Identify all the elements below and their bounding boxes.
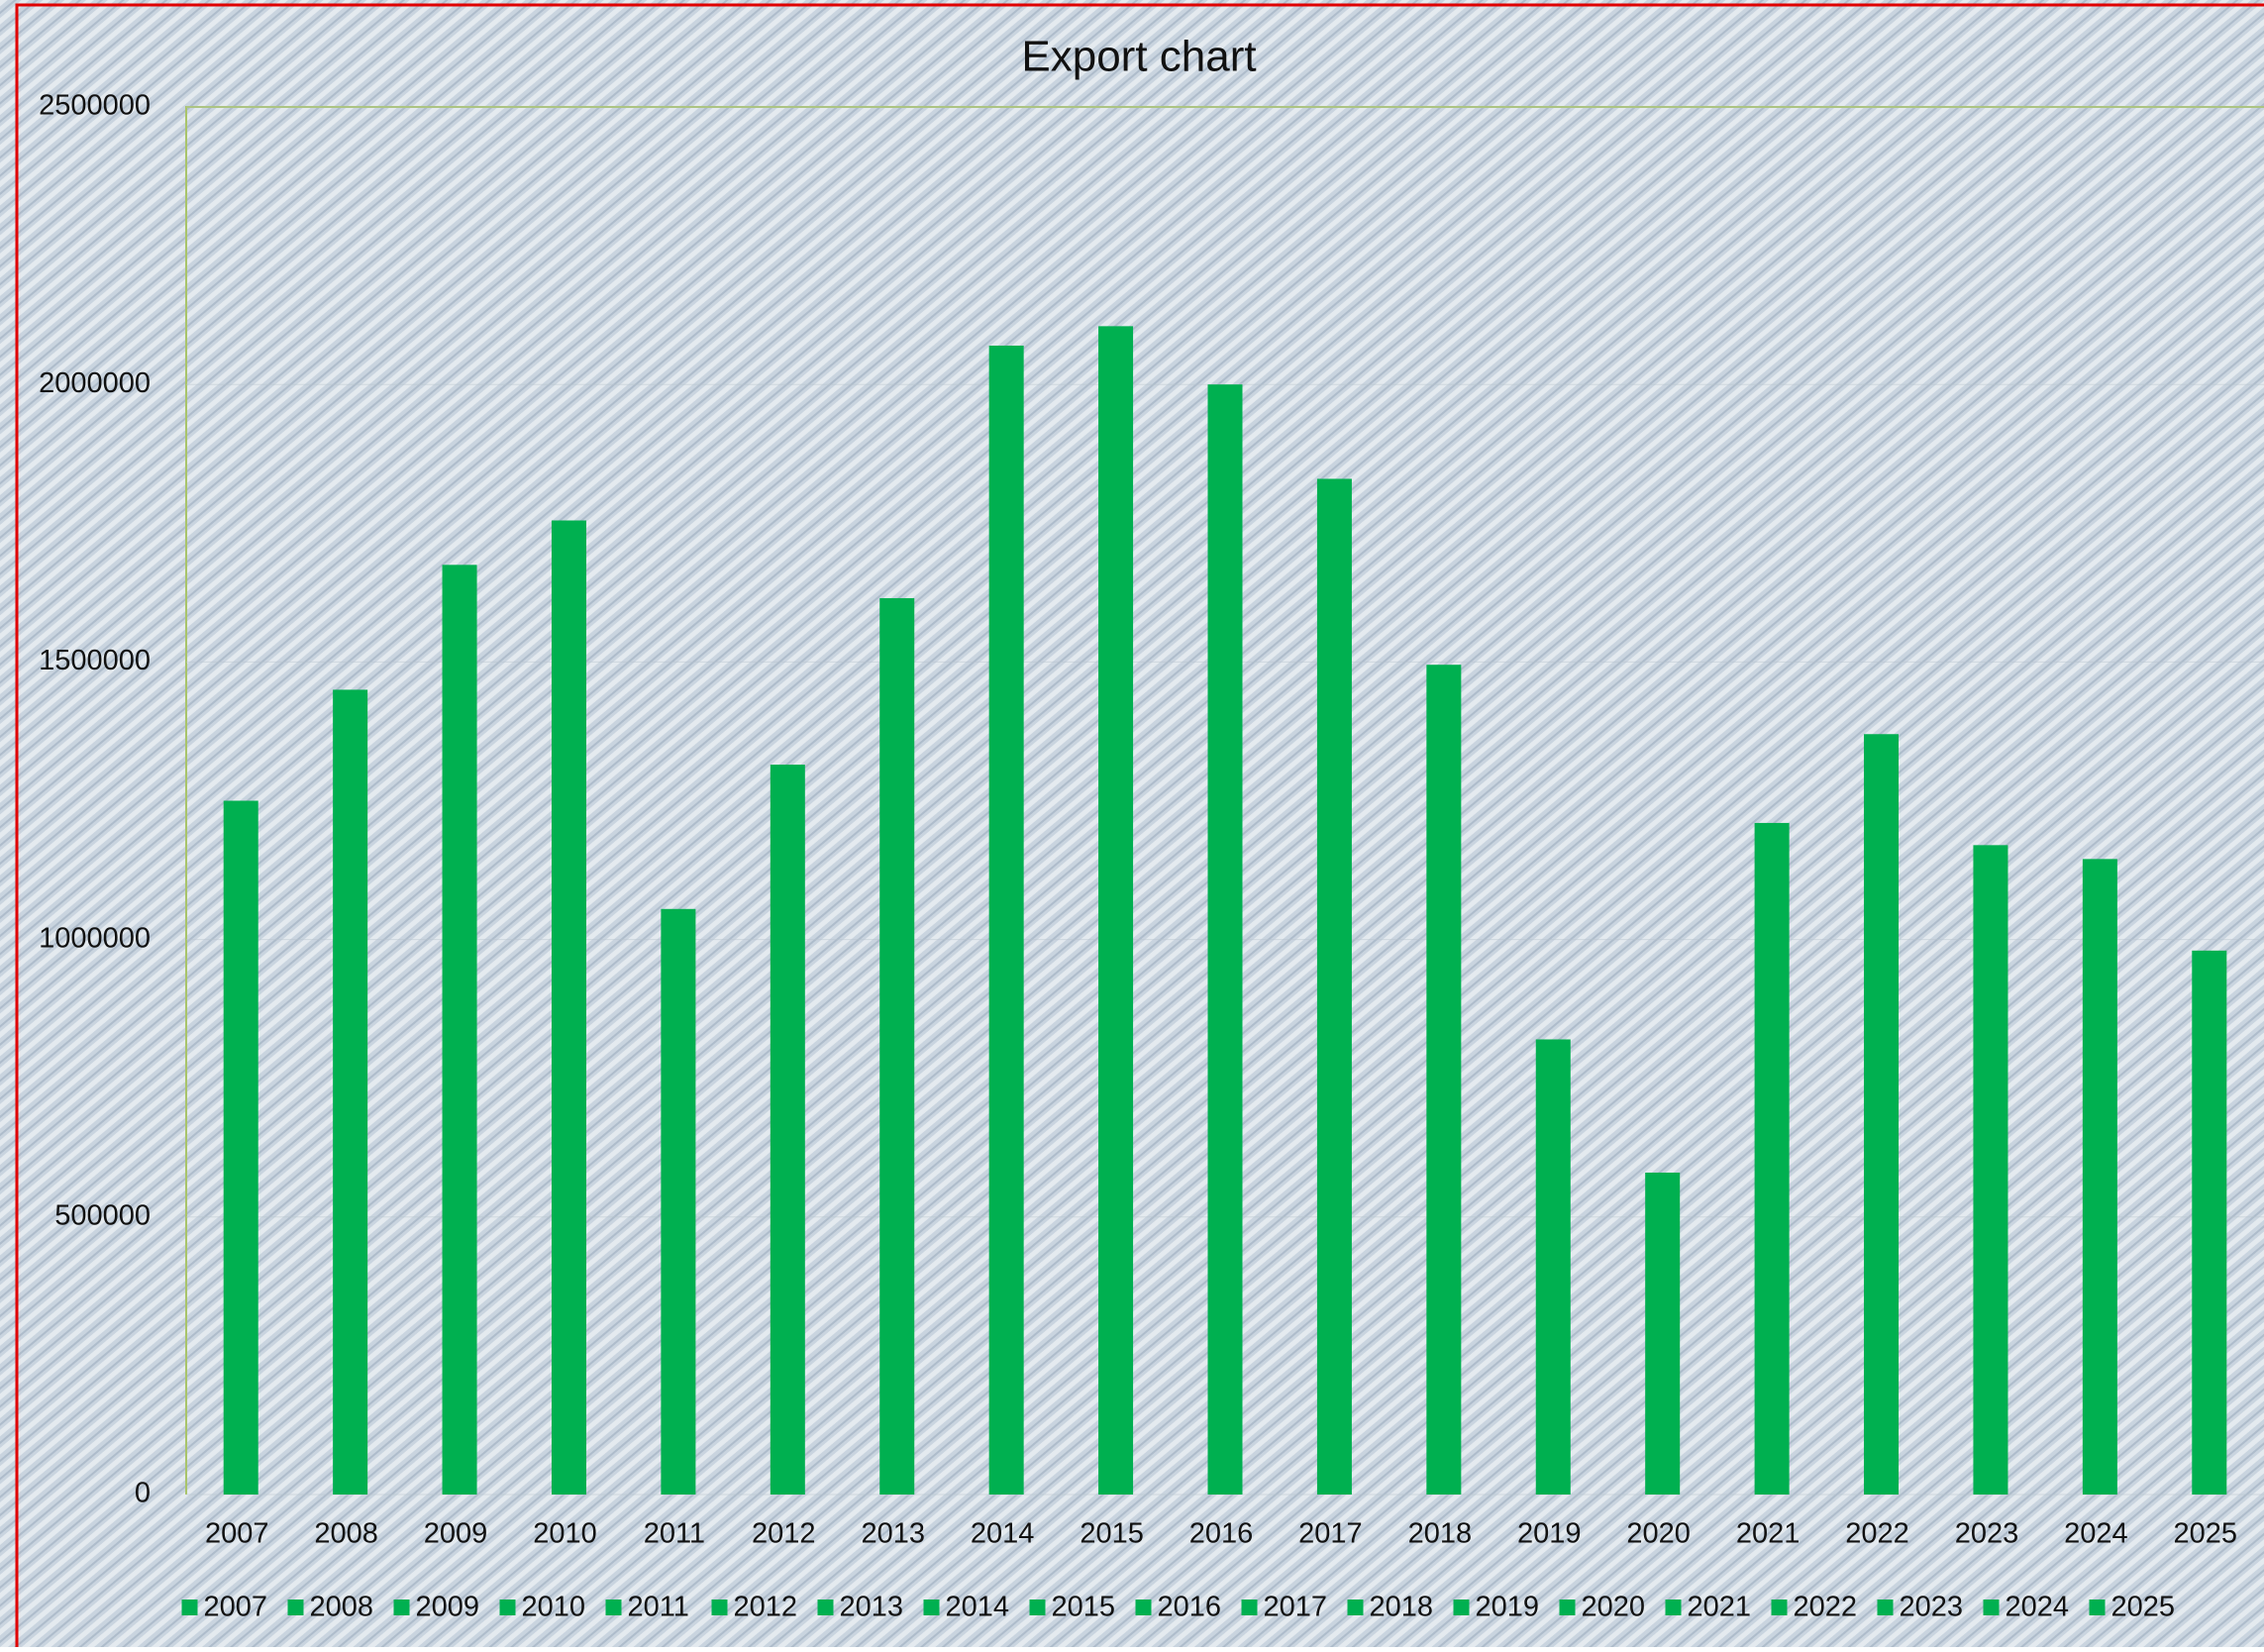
legend-swatch [1772,1600,1788,1615]
y-tick-label: 1000000 [39,922,151,954]
bar [1864,734,1899,1495]
legend-swatch [1560,1600,1576,1615]
x-tick-label: 2012 [752,1518,816,1550]
bar [661,909,695,1495]
bar [989,346,1024,1495]
x-tick-label: 2020 [1626,1518,1691,1550]
x-tick-label: 2013 [861,1518,925,1550]
legend-label: 2017 [1264,1592,1328,1623]
bar [1973,845,2007,1495]
legend-swatch [1984,1600,2000,1615]
legend-swatch [1454,1600,1470,1615]
y-tick-label: 1500000 [39,645,151,676]
legend-swatch [500,1600,516,1615]
bar [2192,951,2226,1495]
x-tick-label: 2017 [1298,1518,1363,1550]
chart: Export chart 0 500000 1000000 1500000 200000… [0,0,2264,1647]
legend-swatch [2090,1600,2106,1615]
bar [552,520,586,1495]
x-tick-label: 2022 [1845,1518,1909,1550]
x-tick-label: 2021 [1736,1518,1801,1550]
legend-swatch [1136,1600,1152,1615]
bar [333,689,367,1495]
bar [224,801,258,1496]
y-tick-label: 0 [135,1478,151,1509]
x-tick-label: 2024 [2064,1518,2128,1550]
x-tick-label: 2007 [205,1518,269,1550]
bar [2083,859,2117,1495]
legend-label: 2024 [2006,1592,2070,1623]
legend-label: 2022 [1794,1592,1858,1623]
legend-swatch [924,1600,940,1615]
legend-label: 2008 [310,1592,374,1623]
x-tick-label: 2015 [1080,1518,1144,1550]
bar [1098,326,1133,1495]
bar [879,598,914,1495]
legend-label: 2009 [416,1592,480,1623]
legend-label: 2025 [2111,1592,2176,1623]
chart-title: Export chart [1021,33,1256,81]
x-tick-label: 2025 [2174,1518,2238,1550]
x-tick-label: 2010 [533,1518,597,1550]
bar [1426,665,1461,1495]
legend-swatch [818,1600,834,1615]
page: Export chart 0 500000 1000000 1500000 200000… [0,0,2264,1647]
legend-swatch [394,1600,410,1615]
legend-label: 2014 [946,1592,1010,1623]
x-tick-label: 2008 [314,1518,378,1550]
legend-swatch [1666,1600,1682,1615]
x-tick-label: 2016 [1189,1518,1254,1550]
legend-swatch [606,1600,622,1615]
y-tick-label: 2500000 [39,90,151,122]
legend-swatch [712,1600,728,1615]
x-tick-label: 2023 [1955,1518,2019,1550]
bar [1536,1039,1571,1495]
legend-swatch [1348,1600,1364,1615]
legend-swatch [1878,1600,1894,1615]
legend-swatch [1030,1600,1046,1615]
x-tick-label: 2014 [971,1518,1035,1550]
bar [1208,384,1243,1495]
bar [443,565,477,1495]
legend-label: 2010 [522,1592,586,1623]
legend-swatch [182,1600,198,1615]
x-tick-label: 2018 [1408,1518,1473,1550]
legend-label: 2021 [1688,1592,1752,1623]
y-tick-label: 2000000 [39,367,151,399]
legend-swatch [1242,1600,1258,1615]
legend-label: 2013 [840,1592,904,1623]
legend-label: 2011 [628,1592,689,1623]
legend-label: 2020 [1582,1592,1646,1623]
bar [771,765,805,1495]
y-tick-label: 500000 [54,1199,151,1231]
legend-label: 2018 [1370,1592,1434,1623]
legend-label: 2019 [1476,1592,1540,1623]
bar [1317,478,1352,1495]
legend-label: 2007 [204,1592,268,1623]
x-tick-label: 2019 [1517,1518,1582,1550]
x-tick-label: 2009 [424,1518,488,1550]
x-tick-label: 2011 [644,1518,705,1550]
legend-swatch [288,1600,304,1615]
legend-label: 2015 [1052,1592,1116,1623]
legend-label: 2012 [734,1592,798,1623]
legend-label: 2016 [1158,1592,1222,1623]
bar [1645,1173,1680,1495]
legend-label: 2023 [1900,1592,1964,1623]
bar [1755,823,1790,1495]
